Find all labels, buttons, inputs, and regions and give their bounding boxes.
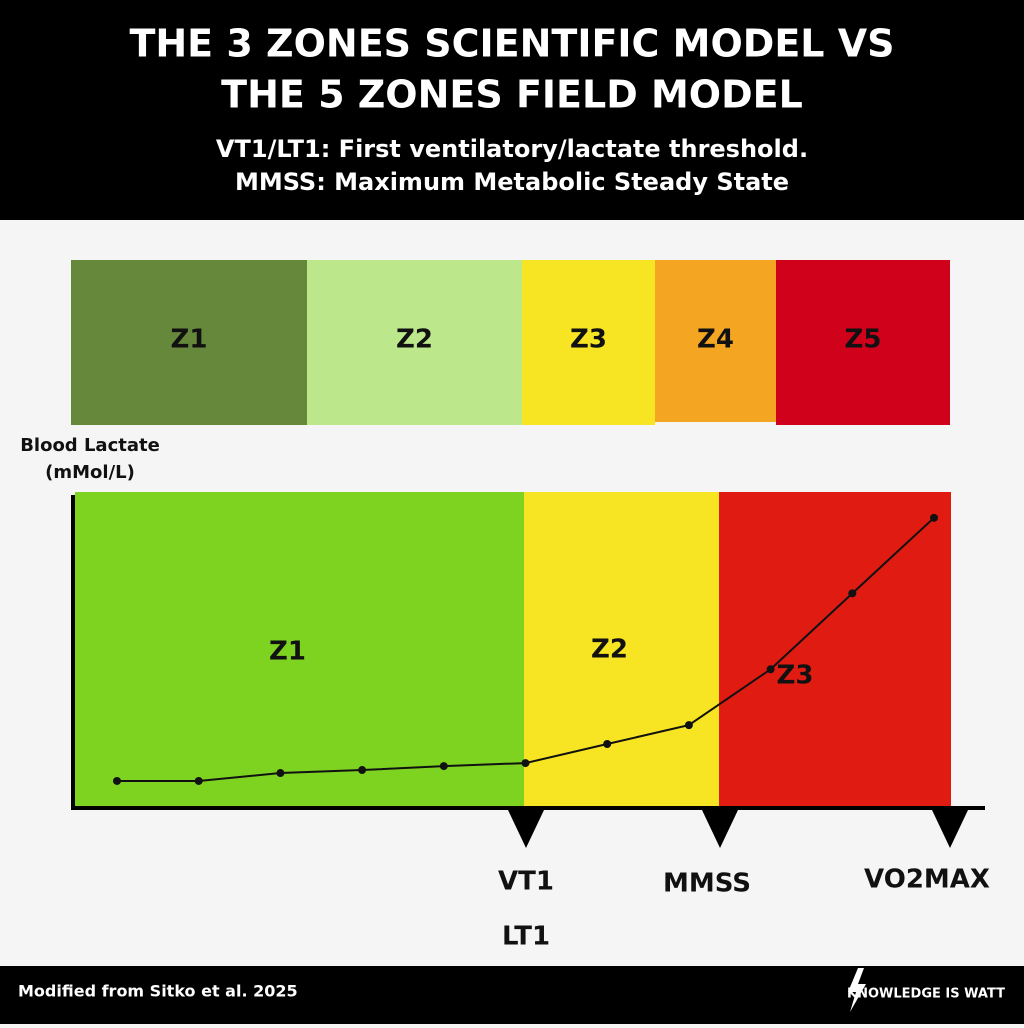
subtitle: VT1/LT1: First ventilatory/lactate thres… — [216, 135, 808, 163]
field-zone-label: Z2 — [396, 325, 433, 355]
field-zone-label: Z1 — [171, 325, 208, 355]
threshold-marker — [702, 810, 738, 848]
threshold-marker — [508, 810, 544, 848]
lactate-point — [848, 589, 857, 598]
bolt-icon — [848, 968, 866, 1012]
chart-area: Z1 Z2 Z3 Z4 Z5 Z1 Z2 Z3 VT1 LT1 MMSS VO2MAX — [71, 260, 990, 952]
lactate-point — [358, 766, 367, 775]
field-zone — [71, 260, 307, 425]
lactate-point — [113, 776, 121, 785]
lactate-point — [276, 769, 285, 778]
lactate-point — [439, 762, 448, 771]
lactate-point — [603, 740, 612, 749]
footer-bg — [0, 966, 1024, 1024]
science-zone-label: Z1 — [269, 637, 306, 667]
threshold-label: VT1 — [498, 867, 554, 897]
science-zone — [75, 492, 524, 808]
field-zone — [307, 260, 522, 425]
subtitle: MMSS: Maximum Metabolic Steady State — [235, 168, 789, 196]
field-zone-label: Z4 — [697, 325, 734, 355]
lactate-point — [930, 513, 938, 522]
threshold-label: LT1 — [502, 922, 550, 952]
lactate-point — [194, 776, 203, 785]
field-zone — [522, 260, 655, 425]
y-axis-label: (mMol/L) — [45, 462, 135, 483]
y-axis-label: Blood Lactate — [20, 435, 160, 456]
lactate-point — [684, 721, 693, 730]
lactate-point — [521, 759, 530, 768]
science-zone — [719, 492, 951, 808]
threshold-label: VO2MAX — [864, 865, 990, 895]
title: THE 5 ZONES FIELD MODEL — [221, 73, 803, 117]
science-zone-label: Z2 — [591, 635, 628, 665]
credit: Modified from Sitko et al. 2025 — [18, 982, 298, 1001]
header-bg — [0, 0, 1024, 220]
brand: KNOWLEDGE IS WATT — [847, 987, 1005, 1002]
field-zone-label: Z5 — [845, 325, 882, 355]
threshold-marker — [932, 810, 968, 848]
title: THE 3 ZONES SCIENTIFIC MODEL VS — [129, 22, 894, 66]
field-zone — [655, 260, 776, 422]
field-zone-label: Z3 — [570, 325, 607, 355]
science-zone-label: Z3 — [777, 661, 814, 691]
field-zone — [776, 260, 950, 425]
threshold-label: MMSS — [663, 869, 751, 899]
lactate-point — [766, 665, 775, 674]
